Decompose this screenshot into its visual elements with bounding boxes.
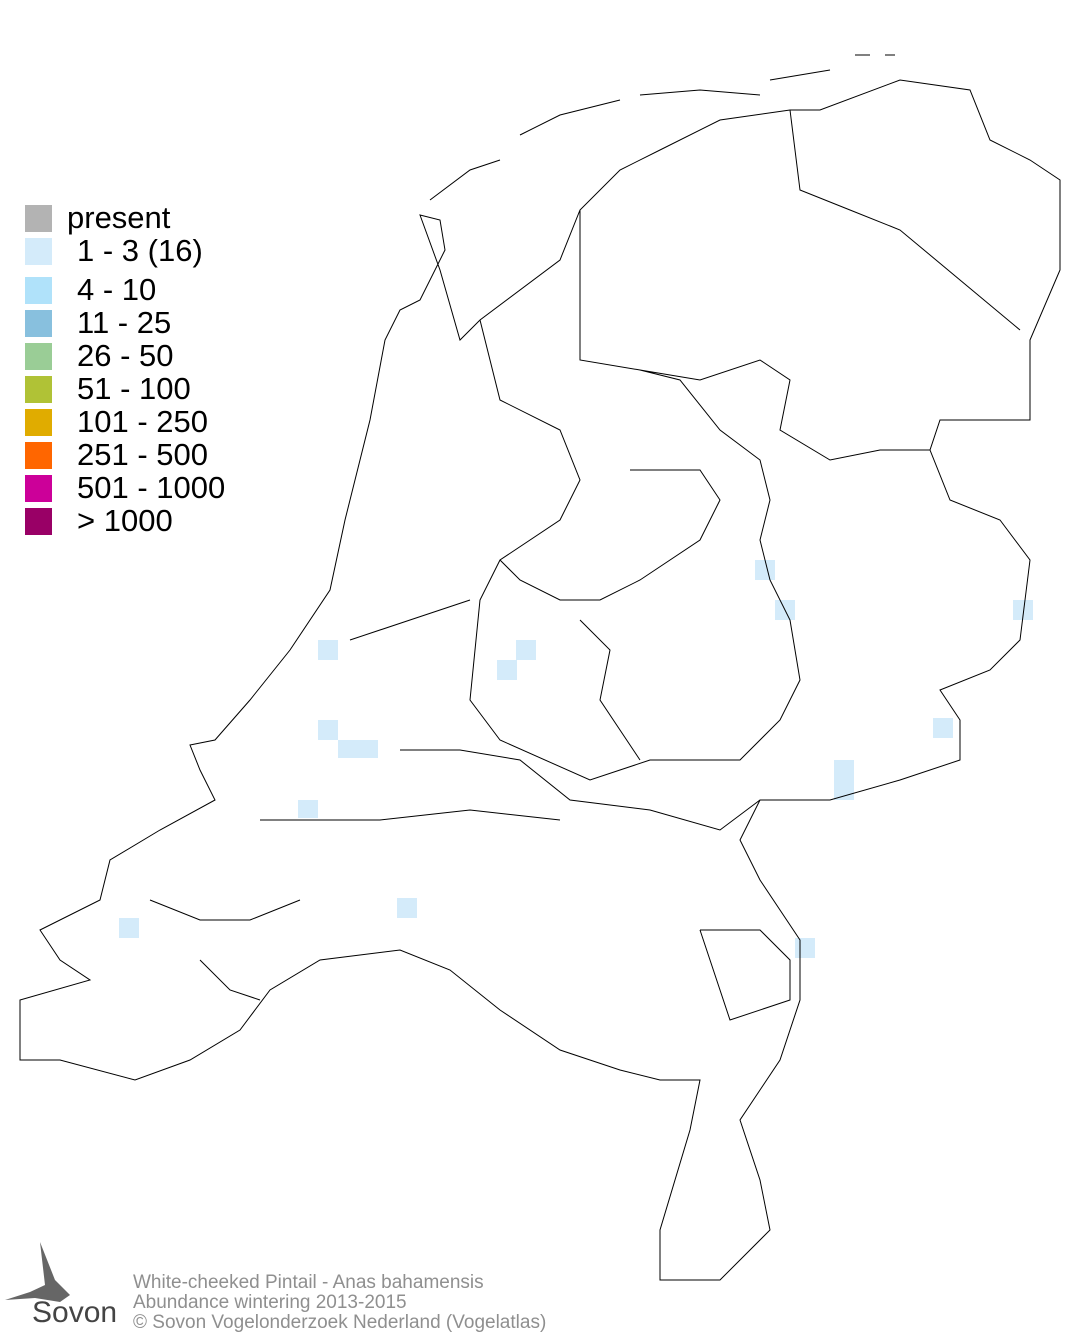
wadden-islands bbox=[429, 54, 895, 201]
legend-swatch bbox=[25, 475, 52, 502]
abundance-cell bbox=[497, 660, 517, 680]
legend-swatch bbox=[25, 409, 52, 436]
abundance-cell bbox=[755, 560, 775, 580]
abundance-cell bbox=[933, 718, 953, 738]
legend-swatch bbox=[25, 343, 52, 370]
copyright: © Sovon Vogelonderzoek Nederland (Vogela… bbox=[133, 1312, 547, 1333]
legend-label: > 1000 bbox=[77, 503, 173, 538]
abundance-cell bbox=[795, 938, 815, 958]
legend-swatch bbox=[25, 238, 52, 265]
legend-label: 4 - 10 bbox=[77, 272, 157, 307]
legend-label: 51 - 100 bbox=[77, 371, 191, 406]
abundance-cell bbox=[119, 918, 139, 938]
map-subtitle: Abundance wintering 2013-2015 bbox=[133, 1292, 407, 1313]
country-outline bbox=[19, 79, 1061, 1281]
sovon-swallow-logo bbox=[5, 1242, 70, 1302]
abundance-cell bbox=[318, 720, 338, 740]
legend-label: 101 - 250 bbox=[77, 404, 208, 439]
province-borders bbox=[149, 109, 1021, 1021]
legend-swatch bbox=[25, 205, 52, 232]
legend-swatch bbox=[25, 376, 52, 403]
abundance-cell bbox=[338, 740, 378, 758]
abundance-cell bbox=[1013, 600, 1033, 620]
legend-swatch bbox=[25, 277, 52, 304]
legend-label: 26 - 50 bbox=[77, 338, 174, 373]
map-credits: White-cheeked Pintail - Anas bahamensis … bbox=[133, 1273, 546, 1333]
legend-label: 1 - 3 (16) bbox=[77, 233, 203, 268]
abundance-cell bbox=[834, 760, 854, 800]
legend-label: 501 - 1000 bbox=[77, 470, 226, 505]
legend-label: 251 - 500 bbox=[77, 437, 208, 472]
abundance-cell bbox=[397, 898, 417, 918]
species-title: White-cheeked Pintail - Anas bahamensis bbox=[133, 1272, 484, 1293]
abundance-cells bbox=[119, 560, 1033, 958]
legend-swatch bbox=[25, 442, 52, 469]
legend-label: present bbox=[67, 200, 171, 235]
legend-label: 11 - 25 bbox=[77, 305, 172, 340]
legend-swatch bbox=[25, 310, 52, 337]
legend-swatch bbox=[25, 508, 52, 535]
abundance-cell bbox=[516, 640, 536, 660]
abundance-cell bbox=[318, 640, 338, 660]
logo-text: Sovon bbox=[32, 1296, 118, 1329]
abundance-cell bbox=[298, 800, 318, 818]
